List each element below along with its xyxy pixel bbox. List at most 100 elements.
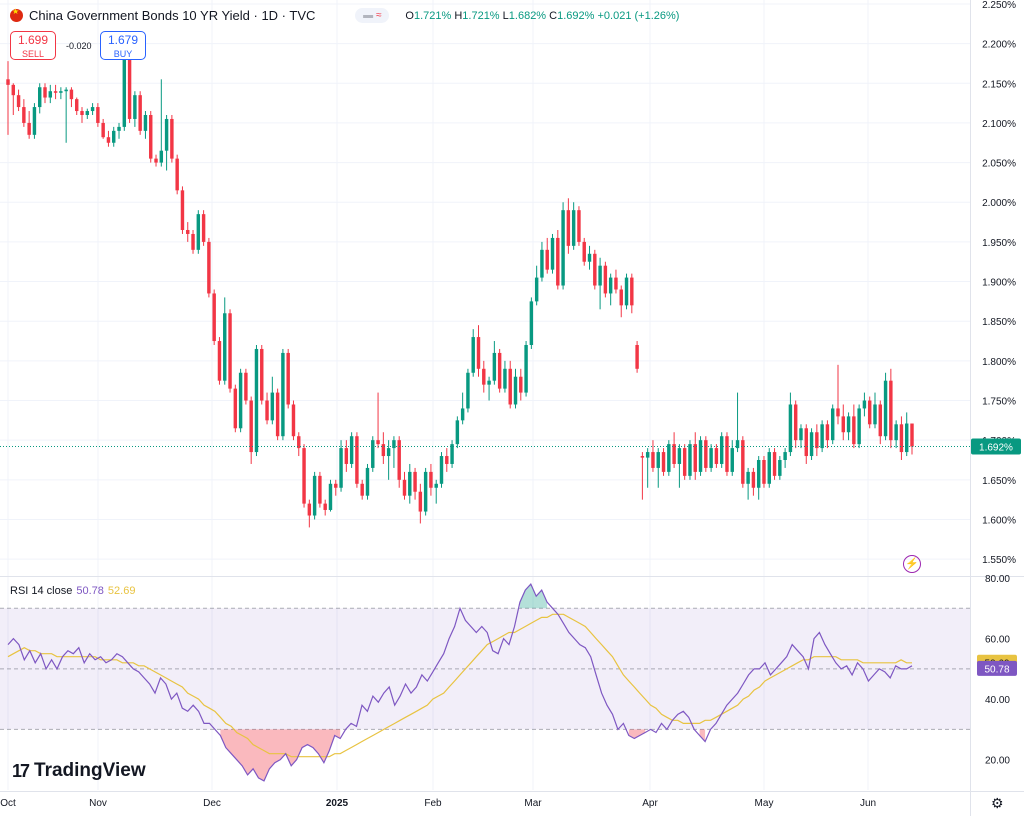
- candle-body: [381, 444, 386, 457]
- candle-body: [519, 376, 523, 393]
- candle-body: [281, 352, 285, 437]
- candle-body: [719, 436, 724, 464]
- candle-body: [487, 380, 491, 385]
- price-tick-label: 2.100%: [982, 119, 1016, 130]
- symbol-title[interactable]: China Government Bonds 10 YR Yield · 1D …: [29, 8, 316, 23]
- candle-body: [328, 483, 333, 510]
- candle-body: [540, 249, 544, 278]
- sell-button[interactable]: 1.699 SELL: [10, 31, 56, 60]
- candle-body: [682, 448, 687, 476]
- candle-body: [38, 87, 42, 108]
- candle-body: [64, 89, 68, 92]
- candle-body: [751, 471, 756, 488]
- legend-toggle[interactable]: ▬ ≈: [355, 8, 390, 23]
- buy-price: 1.679: [107, 33, 139, 47]
- rsi-tag: [977, 660, 1017, 676]
- candle-body: [894, 424, 898, 441]
- price-tick-label: 1.750%: [982, 397, 1016, 408]
- candle-body: [392, 440, 396, 449]
- candle-body: [75, 99, 79, 112]
- candle-body: [508, 368, 512, 405]
- candle-body: [466, 372, 470, 409]
- candle-body: [830, 408, 835, 441]
- candle-body: [545, 249, 549, 270]
- time-tick-label: 2025: [326, 798, 349, 809]
- candle-body: [349, 436, 354, 464]
- candle-body: [312, 475, 317, 516]
- candle-body: [101, 122, 105, 138]
- candle-body: [286, 352, 290, 405]
- candle-body: [730, 448, 734, 472]
- candle-body: [265, 400, 269, 421]
- price-tick-label: 1.950%: [982, 238, 1016, 249]
- rsi-ma-line: [7, 613, 912, 758]
- rsi-tick-label: 40.00: [985, 695, 1010, 706]
- price-tick-label: 2.000%: [982, 198, 1016, 209]
- time-tick-label: Oct: [0, 798, 16, 809]
- time-tick-label: Nov: [89, 798, 107, 809]
- candle-body: [133, 95, 137, 119]
- candle-body: [53, 91, 58, 93]
- candle-body: [122, 59, 127, 127]
- candle-body: [630, 277, 634, 306]
- candle-body: [550, 237, 555, 270]
- candle-body: [228, 313, 232, 389]
- price-tick-label: 1.800%: [982, 357, 1016, 368]
- candle-body: [249, 400, 253, 453]
- rsi-oversold-fill: [628, 729, 646, 739]
- candle-body: [624, 277, 629, 306]
- candle-body: [164, 118, 169, 151]
- candle-body: [709, 448, 713, 468]
- candle-body: [159, 150, 164, 163]
- lightning-icon[interactable]: ⚡: [903, 555, 921, 573]
- time-tick-label: Feb: [424, 798, 442, 809]
- candle-body: [434, 483, 438, 488]
- candle-body: [852, 416, 856, 445]
- candle-body: [778, 460, 782, 476]
- tradingview-logo[interactable]: 17 TradingView: [12, 760, 146, 782]
- price-tick-label: 2.250%: [982, 0, 1016, 11]
- candle-body: [323, 503, 327, 510]
- rsi-tick-label: 60.00: [985, 635, 1010, 646]
- buy-button[interactable]: 1.679 BUY: [100, 31, 146, 60]
- candle-body: [714, 448, 719, 464]
- candle-body: [566, 210, 571, 246]
- rsi-overbought-fill: [519, 584, 548, 609]
- rsi-name: RSI 14 close: [10, 585, 73, 597]
- candle-body: [397, 440, 401, 480]
- candle-body: [80, 111, 84, 115]
- candle-body: [815, 432, 819, 449]
- candle-body: [582, 241, 586, 262]
- rsi-oversold-fill: [699, 729, 706, 742]
- candle-body: [307, 503, 312, 516]
- rsi-legend[interactable]: RSI 14 close 50.78 52.69: [10, 585, 135, 597]
- candle-body: [899, 424, 904, 453]
- candle-body: [418, 491, 423, 512]
- gear-icon[interactable]: ⚙: [991, 795, 1004, 811]
- candle-body: [534, 277, 539, 302]
- candle-body: [878, 404, 882, 437]
- candle-body: [413, 471, 417, 492]
- rsi-tick-label: 80.00: [985, 574, 1010, 585]
- candle-body: [201, 214, 206, 242]
- candle-body: [587, 253, 592, 262]
- candle-body: [445, 456, 449, 464]
- candle-body: [476, 337, 481, 369]
- candle-body: [614, 277, 618, 290]
- price-tick-label: 2.150%: [982, 79, 1016, 90]
- rsi-line: [7, 583, 913, 782]
- candle-body: [688, 444, 692, 476]
- rsi-zone: [0, 607, 970, 730]
- last-price-label: 1.692%: [979, 443, 1013, 454]
- candle-body: [334, 483, 338, 488]
- candle-body: [741, 440, 745, 484]
- candle-body: [85, 111, 90, 115]
- candle-body: [408, 471, 412, 496]
- candle-body: [904, 423, 909, 453]
- candle-body: [598, 265, 602, 286]
- candle-body: [27, 122, 31, 135]
- candle-body: [799, 428, 803, 441]
- candle-body: [619, 289, 623, 306]
- candle-body: [149, 115, 153, 159]
